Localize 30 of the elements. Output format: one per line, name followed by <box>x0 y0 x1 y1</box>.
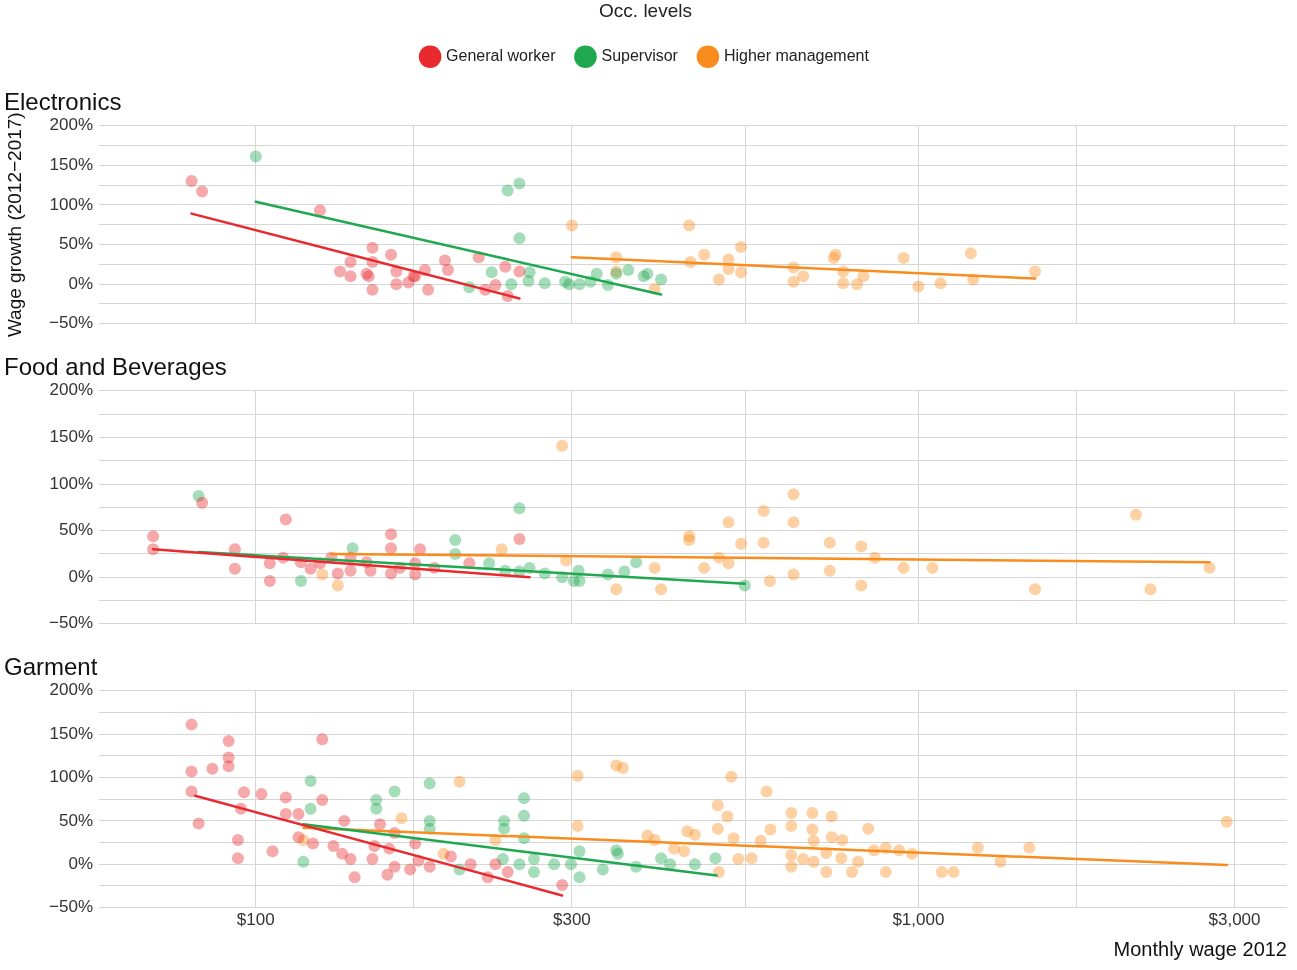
legend-label: Supervisor <box>601 47 679 65</box>
x-tick-label: $1,000 <box>892 910 945 930</box>
y-tick-label: −50% <box>49 613 93 633</box>
y-tick-label: 150% <box>49 723 93 743</box>
x-axis-title: Monthly wage 2012 <box>1113 937 1287 960</box>
legend-label: Higher management <box>723 47 870 65</box>
y-tick-label: 200% <box>49 115 93 135</box>
legend-label: General worker <box>446 47 557 65</box>
y-tick-label: 200% <box>49 380 93 400</box>
y-tick-label: 100% <box>49 767 93 787</box>
y-tick-label: 100% <box>49 194 93 214</box>
y-tick-label: 50% <box>58 520 93 540</box>
chart-title: Garment <box>4 653 98 681</box>
y-tick-label: 50% <box>58 234 93 254</box>
y-tick-label: 200% <box>49 680 93 700</box>
x-tick-label: $3,000 <box>1208 910 1261 930</box>
y-tick-label: 0% <box>68 853 93 873</box>
x-tick-label: $100 <box>236 910 275 930</box>
y-tick-label: 100% <box>49 473 93 493</box>
chart-title: Food and Beverages <box>4 353 227 381</box>
y-axis-title: Wage growth (2012−2017) <box>3 112 25 338</box>
y-tick-label: 150% <box>49 427 93 447</box>
y-tick-label: 0% <box>68 566 93 586</box>
y-tick-label: 0% <box>68 273 93 293</box>
y-tick-label: −50% <box>49 897 93 917</box>
y-tick-label: 150% <box>49 154 93 174</box>
y-tick-label: 50% <box>58 810 93 830</box>
y-tick-label: −50% <box>49 313 93 333</box>
legend-title: Occ. levels <box>599 0 692 21</box>
x-tick-label: $300 <box>553 910 591 930</box>
